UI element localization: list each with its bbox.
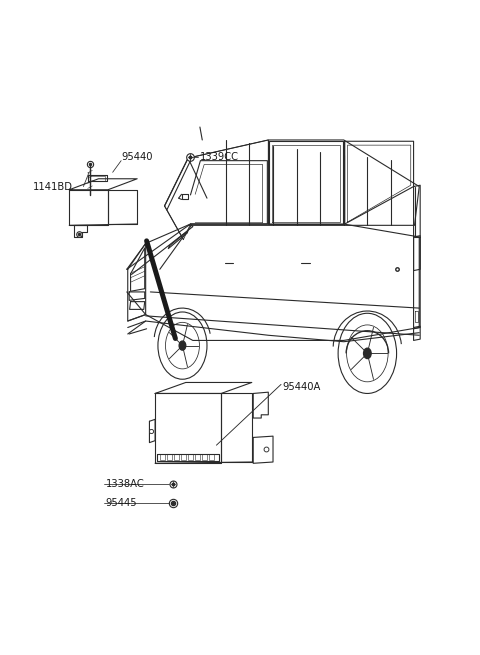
- Text: 1141BD: 1141BD: [33, 181, 72, 191]
- Text: 95440A: 95440A: [282, 382, 321, 392]
- Text: 1338AC: 1338AC: [106, 479, 144, 489]
- Circle shape: [179, 341, 186, 350]
- Circle shape: [363, 348, 371, 358]
- Text: 1339CC: 1339CC: [200, 153, 239, 162]
- Text: 95445: 95445: [106, 498, 137, 508]
- Text: 95440: 95440: [121, 153, 153, 162]
